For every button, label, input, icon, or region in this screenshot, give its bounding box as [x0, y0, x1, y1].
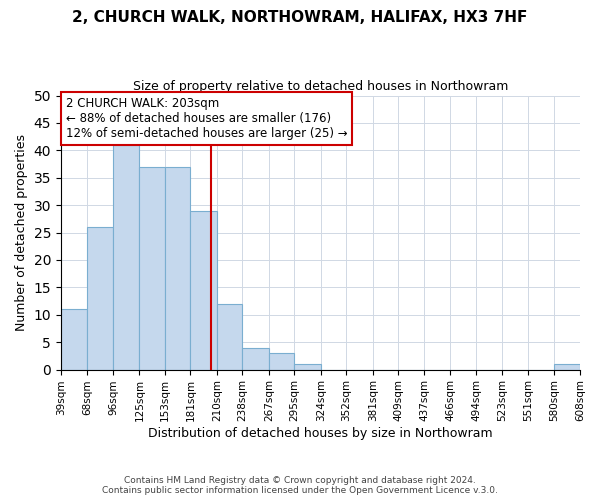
- Bar: [165, 167, 190, 370]
- Text: 2 CHURCH WALK: 203sqm
← 88% of detached houses are smaller (176)
12% of semi-det: 2 CHURCH WALK: 203sqm ← 88% of detached …: [66, 97, 348, 140]
- Title: Size of property relative to detached houses in Northowram: Size of property relative to detached ho…: [133, 80, 508, 93]
- Bar: [113, 145, 139, 370]
- Bar: [61, 310, 88, 370]
- Bar: [88, 227, 113, 370]
- Bar: [139, 167, 165, 370]
- Bar: [242, 348, 269, 370]
- Bar: [269, 353, 295, 370]
- Bar: [190, 210, 217, 370]
- Bar: [554, 364, 580, 370]
- Text: 2, CHURCH WALK, NORTHOWRAM, HALIFAX, HX3 7HF: 2, CHURCH WALK, NORTHOWRAM, HALIFAX, HX3…: [73, 10, 527, 25]
- X-axis label: Distribution of detached houses by size in Northowram: Distribution of detached houses by size …: [148, 427, 493, 440]
- Bar: [295, 364, 321, 370]
- Text: Contains HM Land Registry data © Crown copyright and database right 2024.
Contai: Contains HM Land Registry data © Crown c…: [102, 476, 498, 495]
- Bar: [217, 304, 242, 370]
- Y-axis label: Number of detached properties: Number of detached properties: [15, 134, 28, 331]
